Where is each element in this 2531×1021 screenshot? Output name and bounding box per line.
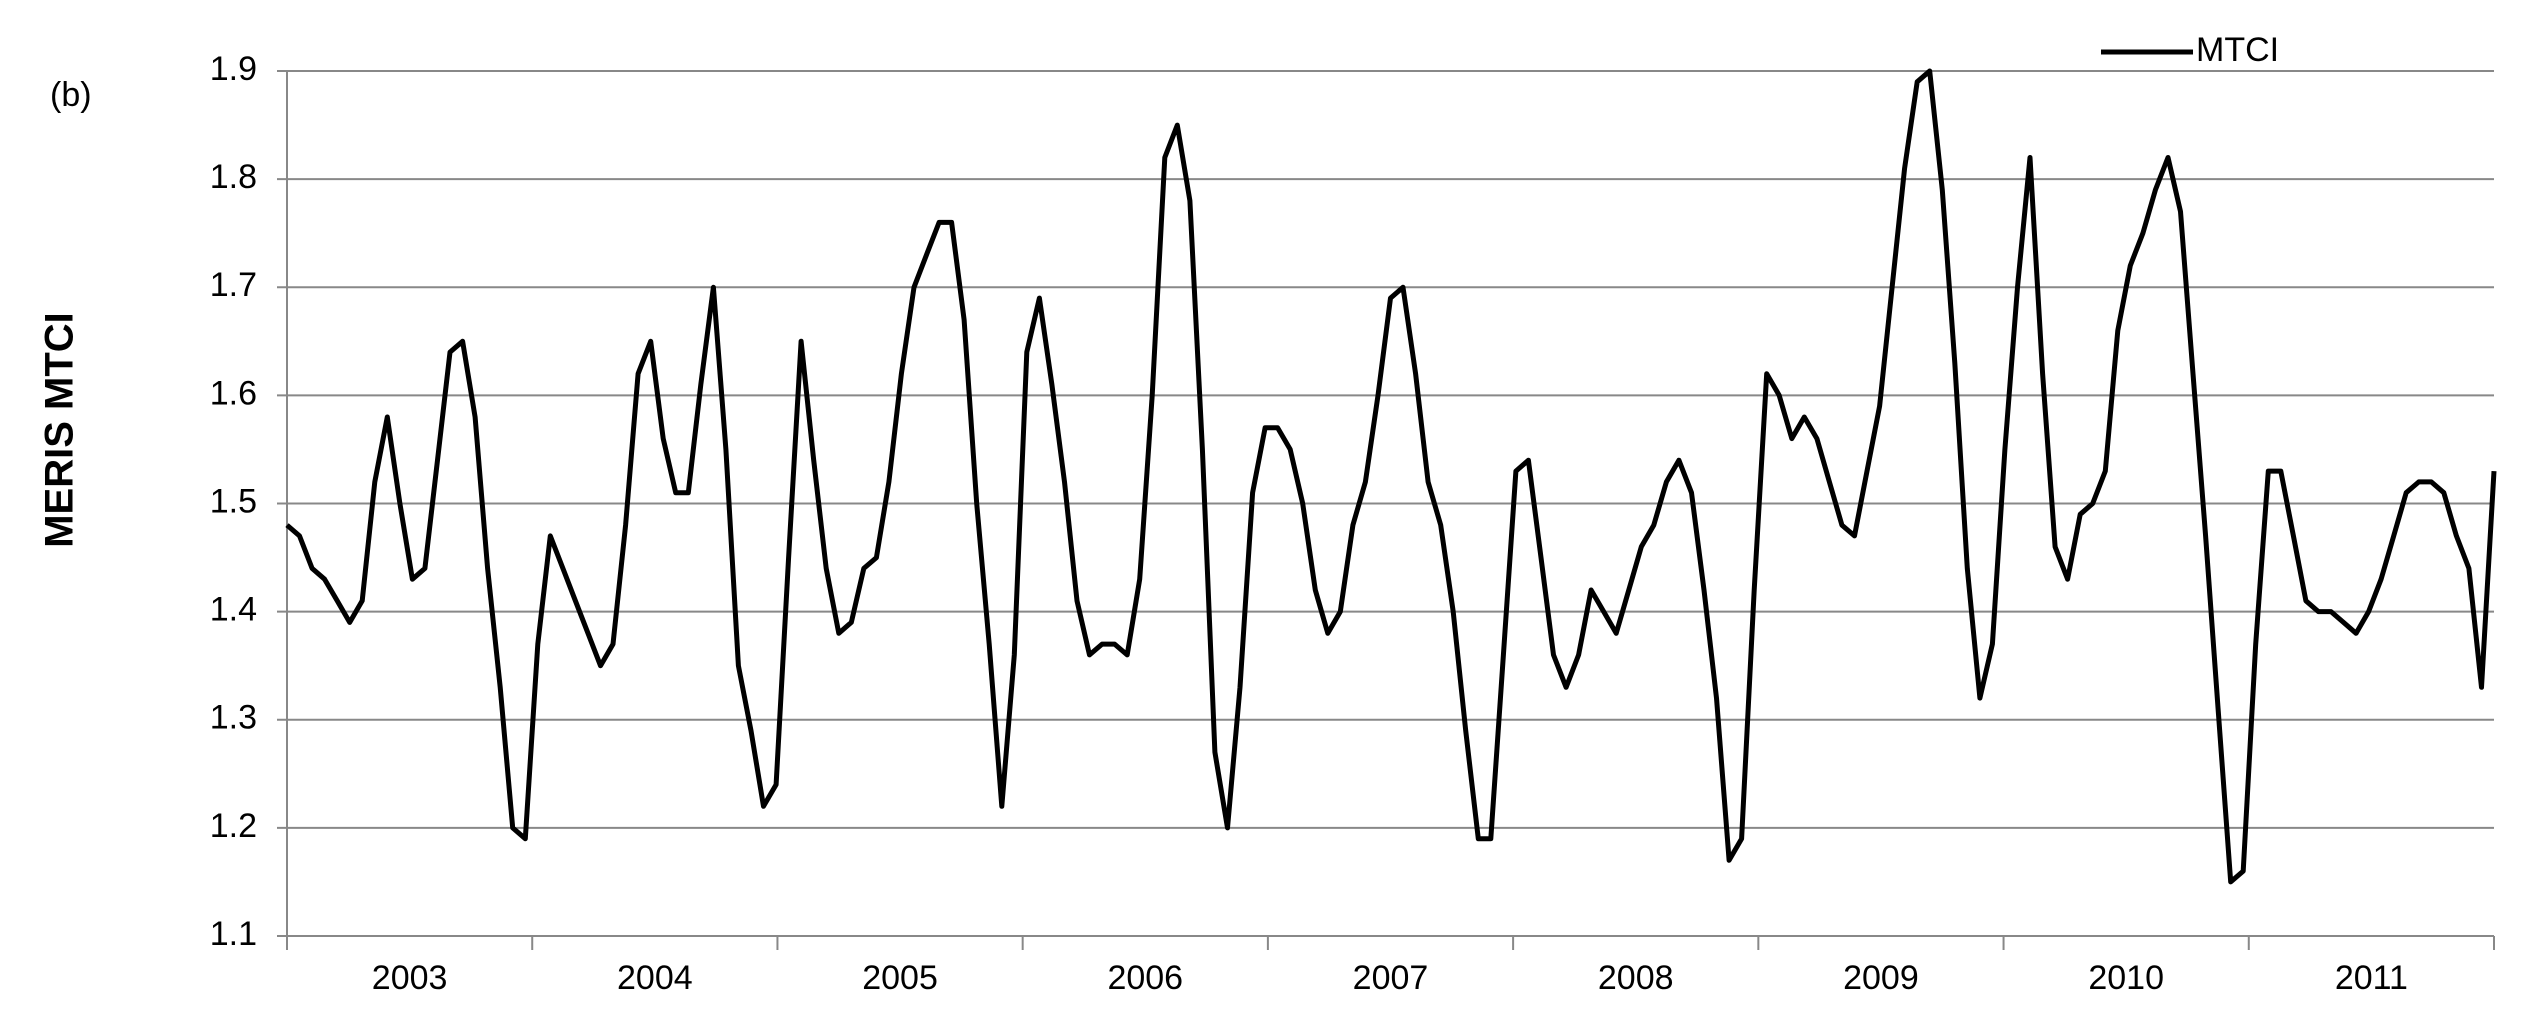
y-axis-title: MERIS MTCI xyxy=(38,312,82,548)
y-tick-label: 1.3 xyxy=(210,699,257,737)
x-tick-label: 2005 xyxy=(862,959,938,997)
x-tick-label: 2004 xyxy=(617,959,693,997)
x-tick-label: 2007 xyxy=(1353,959,1429,997)
legend-label: MTCI xyxy=(2196,31,2279,69)
x-tick-label: 2003 xyxy=(372,959,448,997)
y-tick-label: 1.5 xyxy=(210,482,257,520)
y-tick-label: 1.4 xyxy=(210,591,257,629)
x-tick-label: 2010 xyxy=(2088,959,2164,997)
x-tick-label: 2009 xyxy=(1843,959,1919,997)
x-tick-label: 2006 xyxy=(1107,959,1183,997)
y-tick-label: 1.8 xyxy=(210,158,257,196)
data-line xyxy=(285,68,2497,885)
y-tick-label: 1.9 xyxy=(210,50,257,88)
y-tick-label: 1.1 xyxy=(210,915,257,953)
y-tick-label: 1.2 xyxy=(210,807,257,845)
y-tick-label: 1.7 xyxy=(210,266,257,304)
x-tick-label: 2008 xyxy=(1598,959,1674,997)
y-tick-label: 1.6 xyxy=(210,374,257,412)
panel-label: (b) xyxy=(50,76,92,114)
x-tick-label: 2011 xyxy=(2335,959,2408,997)
